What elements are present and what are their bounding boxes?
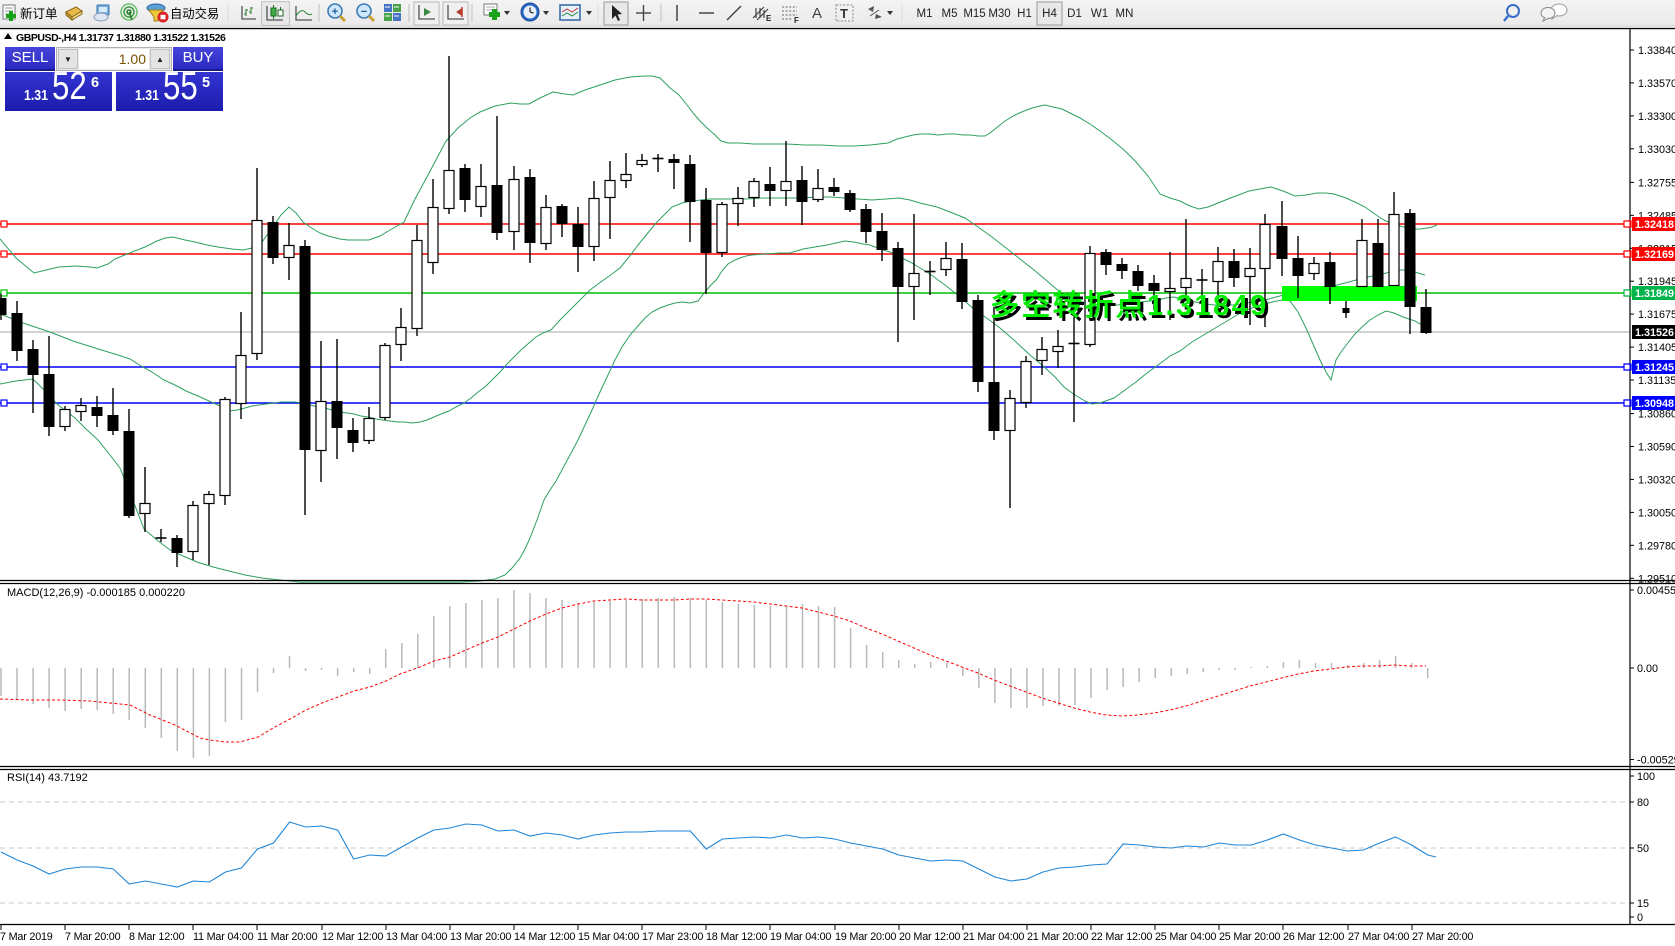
svg-text:12 Mar 12:00: 12 Mar 12:00: [322, 931, 383, 943]
svg-text:M30: M30: [988, 8, 1010, 20]
svg-text:−: −: [361, 6, 367, 18]
svg-text:1.32169: 1.32169: [1635, 249, 1674, 261]
svg-text:15 Mar 04:00: 15 Mar 04:00: [578, 931, 639, 943]
svg-text:22 Mar 12:00: 22 Mar 12:00: [1091, 931, 1152, 943]
svg-text:F: F: [794, 16, 799, 25]
svg-text:1.31405: 1.31405: [1638, 342, 1675, 354]
svg-text:-0.005295: -0.005295: [1637, 755, 1675, 767]
svg-text:26 Mar 12:00: 26 Mar 12:00: [1283, 931, 1344, 943]
svg-text:20 Mar 12:00: 20 Mar 12:00: [899, 931, 960, 943]
svg-text:25 Mar 20:00: 25 Mar 20:00: [1219, 931, 1280, 943]
svg-text:+: +: [332, 6, 338, 18]
svg-text:MACD(12,26,9) -0.000185 0.0002: MACD(12,26,9) -0.000185 0.000220: [7, 587, 185, 599]
svg-text:19 Mar 20:00: 19 Mar 20:00: [835, 931, 896, 943]
svg-text:多空转折点1.31849: 多空转折点1.31849: [993, 291, 1272, 325]
svg-text:1.31849: 1.31849: [1635, 288, 1674, 300]
svg-text:E: E: [766, 14, 772, 23]
svg-text:27 Mar 04:00: 27 Mar 04:00: [1348, 931, 1409, 943]
svg-text:14 Mar 12:00: 14 Mar 12:00: [514, 931, 575, 943]
svg-text:1.29780: 1.29780: [1638, 540, 1675, 552]
svg-text:1.30860: 1.30860: [1638, 409, 1675, 421]
svg-text:1.30320: 1.30320: [1638, 474, 1675, 486]
svg-text:0.004551: 0.004551: [1637, 585, 1675, 597]
svg-text:M5: M5: [942, 8, 958, 20]
svg-text:M15: M15: [963, 8, 985, 20]
svg-text:多空转折点1.31849: 多空转折点1.31849: [990, 288, 1269, 322]
svg-text:新订单: 新订单: [20, 6, 58, 21]
svg-text:1.33570: 1.33570: [1638, 78, 1675, 90]
svg-text:17 Mar 23:00: 17 Mar 23:00: [642, 931, 703, 943]
svg-text:19 Mar 04:00: 19 Mar 04:00: [770, 931, 831, 943]
svg-text:27 Mar 20:00: 27 Mar 20:00: [1412, 931, 1473, 943]
svg-text:11 Mar 20:00: 11 Mar 20:00: [257, 931, 318, 943]
svg-text:1.30050: 1.30050: [1638, 507, 1675, 519]
svg-text:RSI(14) 43.7192: RSI(14) 43.7192: [7, 772, 88, 784]
svg-text:0: 0: [1637, 912, 1643, 924]
svg-text:13 Mar 04:00: 13 Mar 04:00: [386, 931, 447, 943]
svg-text:H1: H1: [1017, 8, 1032, 20]
svg-text:11 Mar 04:00: 11 Mar 04:00: [193, 931, 254, 943]
svg-text:25 Mar 04:00: 25 Mar 04:00: [1155, 931, 1216, 943]
svg-text:1.30948: 1.30948: [1635, 398, 1674, 410]
svg-text:H4: H4: [1042, 8, 1057, 20]
svg-text:1.31675: 1.31675: [1638, 309, 1675, 321]
svg-text:21 Mar 04:00: 21 Mar 04:00: [963, 931, 1024, 943]
svg-text:1.32418: 1.32418: [1635, 219, 1674, 231]
svg-text:13 Mar 20:00: 13 Mar 20:00: [450, 931, 511, 943]
svg-text:21 Mar 20:00: 21 Mar 20:00: [1027, 931, 1088, 943]
svg-text:1.31526: 1.31526: [1635, 327, 1674, 339]
svg-text:1.33030: 1.33030: [1638, 144, 1675, 156]
svg-text:M1: M1: [917, 8, 933, 20]
svg-text:100: 100: [1637, 771, 1655, 783]
svg-text:1.33840: 1.33840: [1638, 45, 1675, 57]
svg-text:GBPUSD-,H4 1.31737 1.31880 1.: GBPUSD-,H4 1.31737 1.31880 1.31522 1.315…: [16, 32, 226, 44]
svg-text:50: 50: [1637, 843, 1649, 855]
svg-text:80: 80: [1637, 797, 1649, 809]
svg-text:1.31245: 1.31245: [1635, 362, 1674, 374]
svg-text:0.00: 0.00: [1637, 663, 1658, 675]
svg-text:MN: MN: [1116, 8, 1134, 20]
svg-text:1.33300: 1.33300: [1638, 111, 1675, 123]
svg-text:1.31945: 1.31945: [1638, 276, 1675, 288]
svg-text:1.29510: 1.29510: [1638, 573, 1675, 585]
svg-text:D1: D1: [1067, 8, 1082, 20]
svg-text:15: 15: [1637, 898, 1649, 910]
svg-text:W1: W1: [1091, 8, 1108, 20]
svg-text:1.32755: 1.32755: [1638, 177, 1675, 189]
svg-text:1.30590: 1.30590: [1638, 442, 1675, 454]
svg-text:7 Mar 20:00: 7 Mar 20:00: [65, 931, 121, 943]
svg-text:A: A: [812, 5, 822, 22]
svg-text:自动交易: 自动交易: [170, 6, 219, 21]
svg-text:8 Mar 12:00: 8 Mar 12:00: [129, 931, 185, 943]
svg-text:18 Mar 12:00: 18 Mar 12:00: [706, 931, 767, 943]
svg-text:T: T: [840, 6, 848, 21]
svg-text:7 Mar 2019: 7 Mar 2019: [0, 931, 53, 943]
svg-text:1.31135: 1.31135: [1638, 375, 1675, 387]
